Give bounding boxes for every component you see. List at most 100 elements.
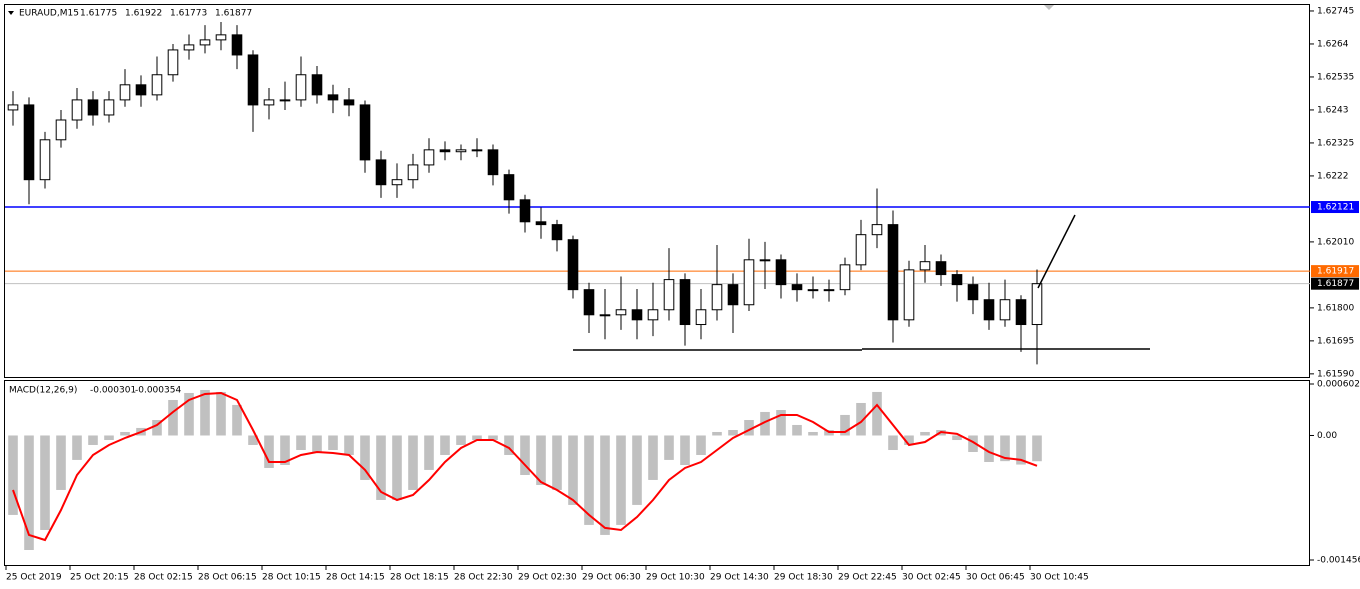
macd-bar (408, 435, 418, 490)
macd-bar (888, 435, 898, 451)
header-value: -0.000354 (135, 386, 181, 396)
x-tick-label: 28 Oct 10:15 (262, 573, 321, 583)
candle-body (151, 74, 163, 96)
candle-body (967, 284, 979, 301)
candle-body (599, 314, 611, 317)
candle-body (839, 264, 851, 291)
y-tick-label: 1.6264 (1317, 39, 1349, 49)
macd-bar (968, 435, 978, 452)
x-tick-label: 30 Oct 02:45 (902, 573, 961, 583)
macd-bar (648, 435, 658, 480)
candle-body (7, 104, 19, 111)
candle-body (295, 74, 307, 101)
candle-body (119, 84, 131, 101)
candle-body (535, 221, 547, 226)
candle-body (39, 139, 51, 181)
macd-bar (616, 435, 626, 525)
candle-body (199, 39, 211, 46)
y-tick-label: 0.00 (1317, 431, 1337, 441)
macd-bar (504, 435, 514, 455)
candle-body (71, 99, 83, 121)
macd-bar (696, 435, 706, 455)
macd-bar (440, 435, 450, 455)
candle-body (487, 149, 499, 176)
candle-body (423, 149, 435, 166)
x-tick-label: 28 Oct 22:30 (454, 573, 513, 583)
candle-body (663, 279, 675, 311)
macd-bar (744, 420, 754, 436)
candle-body (567, 239, 579, 291)
arrow-trendline[interactable] (1037, 214, 1076, 289)
macd-bar (8, 435, 18, 515)
macd-bar (72, 435, 82, 460)
macd-bar (88, 435, 98, 445)
macd-bar (488, 435, 498, 441)
candle-body (375, 159, 387, 186)
candle-body (519, 199, 531, 223)
candle-body (327, 94, 339, 101)
x-tick-label: 29 Oct 02:30 (518, 573, 577, 583)
macd-bar (712, 431, 722, 436)
candle-body (311, 74, 323, 96)
macd-bar (392, 435, 402, 500)
macd-bar (344, 435, 354, 455)
y-tick-label: 1.61590 (1317, 369, 1354, 379)
macd-bar (1016, 435, 1026, 465)
candle-body (231, 34, 243, 56)
candle-body (439, 149, 451, 153)
candle-body (695, 309, 707, 326)
macd-bar (328, 435, 338, 451)
macd-bar (600, 435, 610, 535)
candle-body (167, 49, 179, 76)
macd-bar (264, 435, 274, 468)
candle-body (103, 99, 115, 116)
macd-bar (568, 435, 578, 505)
candle-body (583, 289, 595, 316)
candle-body (407, 164, 419, 181)
macd-bar (376, 435, 386, 500)
plots (5, 21, 1310, 550)
header-value: 1.61922 (125, 9, 162, 19)
candle-body (935, 261, 947, 276)
candle-body (455, 149, 467, 153)
macd-bar (248, 435, 258, 445)
candle-body (87, 99, 99, 116)
x-tick-label: 29 Oct 18:30 (774, 573, 833, 583)
y-tick-label: 0.000602 (1317, 380, 1360, 390)
macd-bar (104, 435, 114, 441)
candle-body (807, 289, 819, 292)
macd-bar (24, 435, 34, 550)
candle-body (743, 259, 755, 306)
macd-bar (360, 435, 370, 480)
candle-body (999, 299, 1011, 321)
y-tick-label: 1.62745 (1317, 6, 1354, 16)
candle-body (791, 284, 803, 291)
candle-body (759, 259, 771, 262)
macd-bar (776, 409, 786, 436)
macd-bar (232, 404, 242, 436)
candle-body (55, 119, 67, 141)
macd-bar (40, 435, 50, 530)
candle-body (919, 261, 931, 271)
candle-body (135, 84, 147, 96)
x-tick-label: 29 Oct 10:30 (646, 573, 705, 583)
macd-bar (552, 435, 562, 490)
macd-window (4, 380, 1310, 566)
macd-bar (872, 391, 882, 436)
macd-bar (472, 435, 482, 441)
candle-body (855, 234, 867, 266)
macd-bar (728, 430, 738, 436)
macd-bar (424, 435, 434, 470)
indicator-label: MACD(12,26,9) (9, 386, 77, 396)
macd-bar (792, 424, 802, 436)
signal-line (12, 391, 1038, 542)
candle-body (359, 104, 371, 161)
y-tick-label: 1.62010 (1317, 237, 1354, 247)
price-label-box (1311, 265, 1359, 278)
menu-arrow[interactable] (8, 11, 14, 15)
macd-bar (1032, 435, 1042, 462)
macd-bar (280, 435, 290, 465)
candle-body (1031, 283, 1043, 326)
price-label-box (1311, 201, 1359, 214)
candle-body (615, 309, 627, 316)
